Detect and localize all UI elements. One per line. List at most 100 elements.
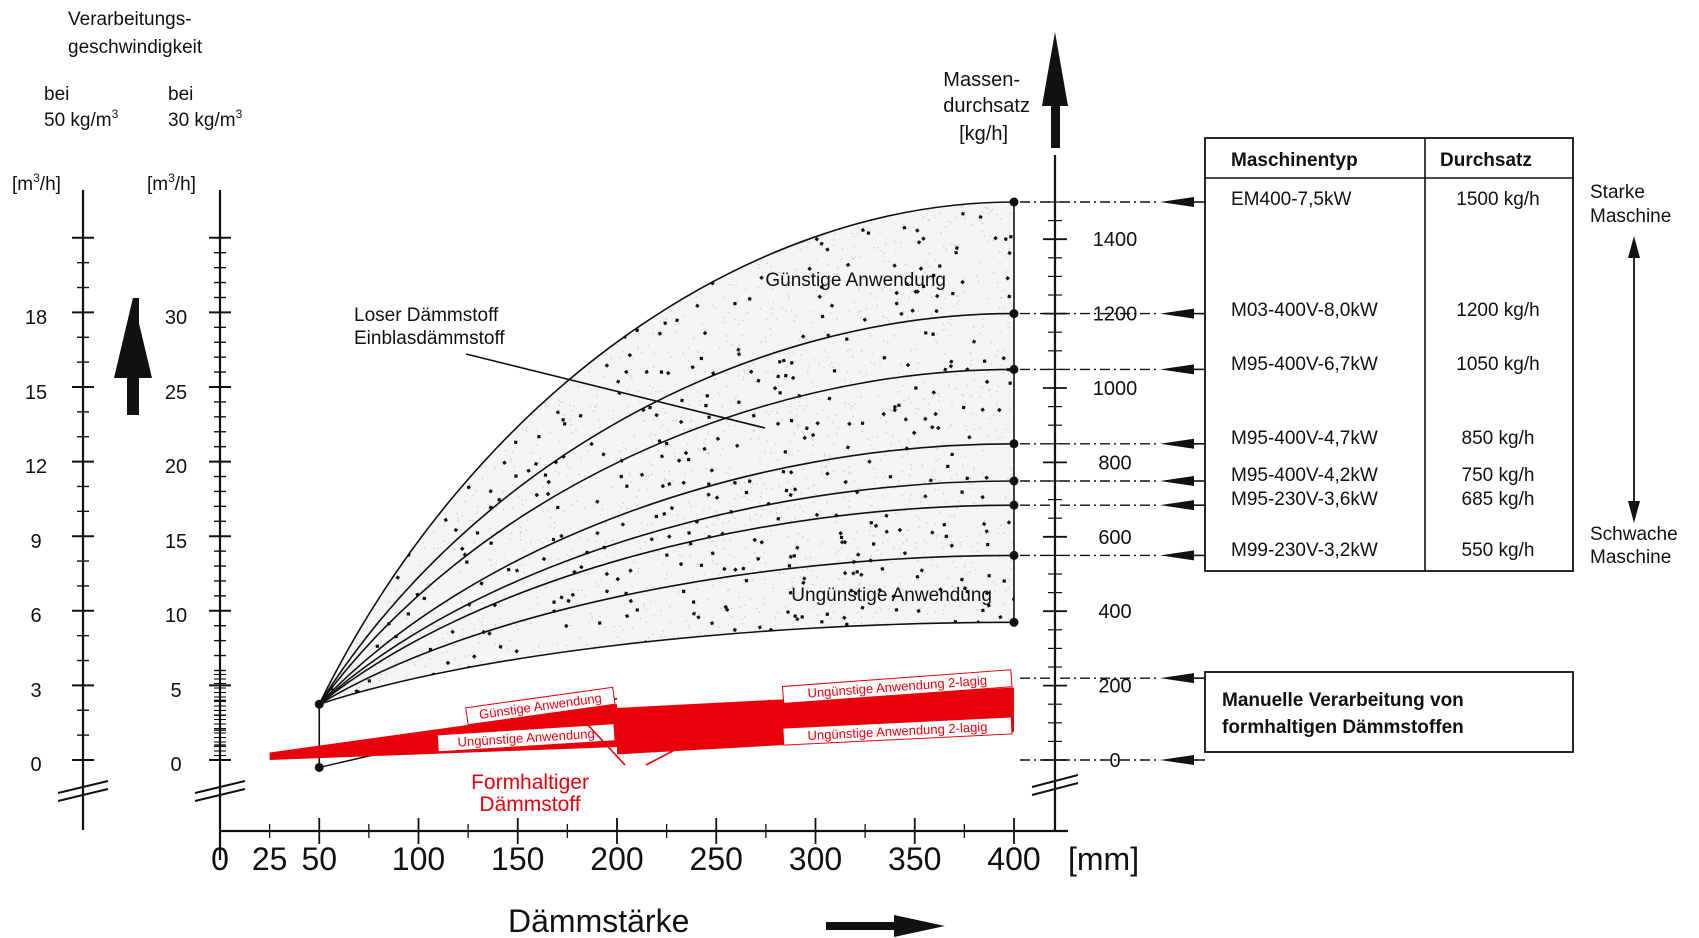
stipple-dot	[897, 648, 899, 651]
stipple-dot	[428, 408, 431, 410]
stipple-dot	[949, 515, 951, 517]
stipple-dot	[657, 554, 660, 556]
stipple-dot	[647, 345, 650, 348]
stipple-dot	[909, 441, 911, 444]
stipple-dot	[685, 697, 687, 699]
stipple-grain	[410, 402, 414, 407]
stipple-dot	[873, 467, 875, 470]
x-axis-ticks	[219, 818, 1015, 844]
stipple-dot	[569, 419, 572, 421]
stipple-dot	[400, 508, 402, 510]
stipple-dot	[407, 237, 409, 240]
stipple-dot	[406, 617, 408, 620]
stipple-dot	[934, 488, 936, 491]
stipple-dot	[1007, 393, 1009, 396]
stipple-dot	[858, 583, 861, 585]
stipple-grain	[832, 369, 837, 373]
stipple-grain	[736, 352, 742, 357]
stipple-dot	[510, 355, 513, 358]
stipple-dot	[944, 502, 947, 504]
stipple-dot	[486, 578, 489, 580]
stipple-dot	[422, 275, 424, 277]
stipple-dot	[741, 495, 743, 498]
stipple-dot	[521, 504, 524, 506]
stipple-dot	[954, 586, 957, 589]
stipple-grain	[918, 266, 924, 271]
stipple-dot	[662, 222, 665, 224]
stipple-grain	[428, 417, 434, 422]
stipple-dot	[650, 271, 652, 274]
stipple-dot	[562, 510, 565, 513]
stipple-dot	[642, 420, 644, 422]
stipple-grain	[529, 223, 533, 227]
stipple-dot	[981, 386, 984, 389]
stipple-grain	[372, 389, 377, 393]
stipple-dot	[779, 271, 782, 274]
stipple-dot	[358, 391, 360, 394]
stipple-grain	[663, 321, 668, 325]
stipple-grain	[980, 662, 985, 667]
stipple-dot	[540, 651, 542, 653]
stipple-dot	[670, 677, 673, 680]
stipple-dot	[687, 347, 689, 349]
stipple-dot	[344, 340, 347, 342]
stipple-dot	[618, 450, 621, 453]
stipple-dot	[781, 306, 783, 309]
stipple-grain	[341, 260, 345, 265]
stipple-dot	[903, 311, 905, 313]
stipple-dot	[703, 442, 705, 444]
throughput-curve	[318, 312, 1015, 705]
stipple-dot	[464, 233, 466, 235]
stipple-dot	[744, 495, 746, 498]
stipple-dot	[557, 558, 560, 561]
stipple-dot	[792, 485, 795, 488]
stipple-dot	[319, 619, 322, 622]
stipple-dot	[738, 344, 740, 347]
stipple-dot	[783, 572, 785, 574]
mass-tick-label: 1000	[1093, 378, 1138, 400]
machine-indicator-arrow-icon	[1160, 550, 1194, 561]
stipple-dot	[764, 450, 766, 453]
stipple-dot	[377, 243, 379, 245]
stipple-dot	[319, 567, 321, 569]
stipple-dot	[509, 694, 512, 696]
unit-m3h-50: [m3/h]	[12, 171, 61, 195]
stipple-dot	[669, 621, 672, 623]
stipple-grain	[390, 268, 396, 274]
stipple-dot	[555, 369, 558, 371]
stipple-dot	[685, 620, 688, 622]
stipple-grain	[526, 395, 531, 401]
stipple-dot	[443, 524, 446, 527]
stipple-dot	[494, 468, 497, 470]
stipple-dot	[573, 405, 576, 407]
stipple-dot	[921, 464, 924, 467]
stipple-dot	[322, 344, 325, 347]
stipple-grain	[361, 539, 366, 544]
stipple-dot	[441, 652, 443, 654]
stipple-grain	[934, 293, 940, 299]
stipple-grain	[853, 591, 859, 596]
stipple-grain	[919, 568, 924, 573]
stipple-grain	[565, 202, 570, 205]
stipple-dot	[518, 405, 521, 408]
stipple-grain	[825, 612, 830, 617]
stipple-dot	[585, 643, 588, 646]
stipple-dot	[908, 397, 910, 400]
stipple-dot	[326, 537, 329, 539]
stipple-dot	[664, 411, 667, 414]
stipple-dot	[983, 318, 985, 321]
stipple-dot	[935, 216, 937, 219]
stipple-dot	[622, 273, 624, 275]
stipple-grain	[767, 210, 772, 215]
stipple-grain	[344, 216, 349, 222]
stipple-dot	[819, 591, 822, 593]
stipple-dot	[778, 571, 781, 573]
stipple-grain	[930, 530, 935, 535]
stipple-dot	[481, 621, 483, 623]
stipple-dot	[809, 310, 812, 313]
stipple-dot	[435, 408, 438, 411]
stipple-dot	[752, 483, 754, 486]
stipple-dot	[479, 697, 482, 700]
stipple-dot	[525, 529, 528, 531]
